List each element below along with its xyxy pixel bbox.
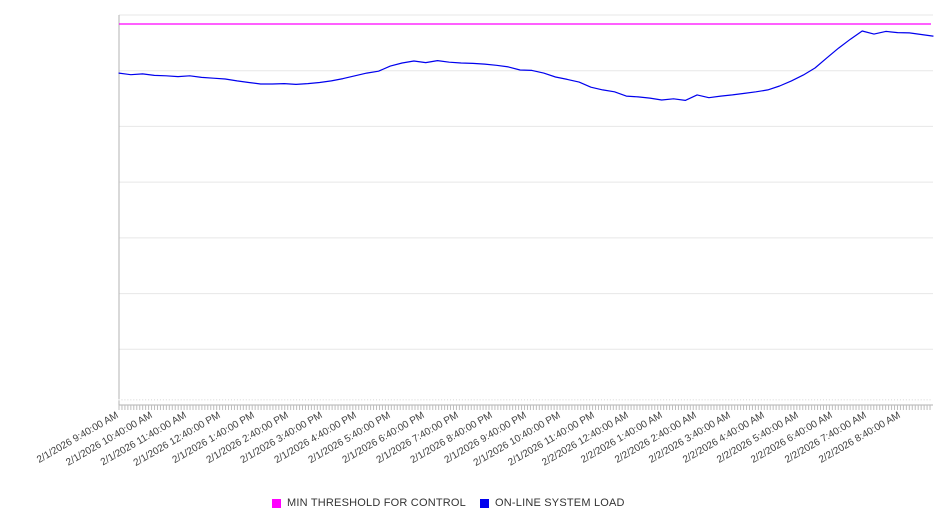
system-load-swatch-icon	[479, 498, 489, 508]
legend-item-system-load[interactable]: ON-LINE SYSTEM LOAD	[479, 497, 625, 509]
min-threshold-swatch-icon	[272, 498, 281, 508]
legend-item-min-threshold[interactable]: MIN THRESHOLD FOR CONTROL	[272, 497, 466, 509]
legend-label-min-threshold: MIN THRESHOLD FOR CONTROL	[287, 497, 466, 509]
legend-label-system-load: ON-LINE SYSTEM LOAD	[494, 497, 625, 509]
chart-legend: MIN THRESHOLD FOR CONTROL ON-LINE SYSTEM…	[272, 497, 625, 509]
